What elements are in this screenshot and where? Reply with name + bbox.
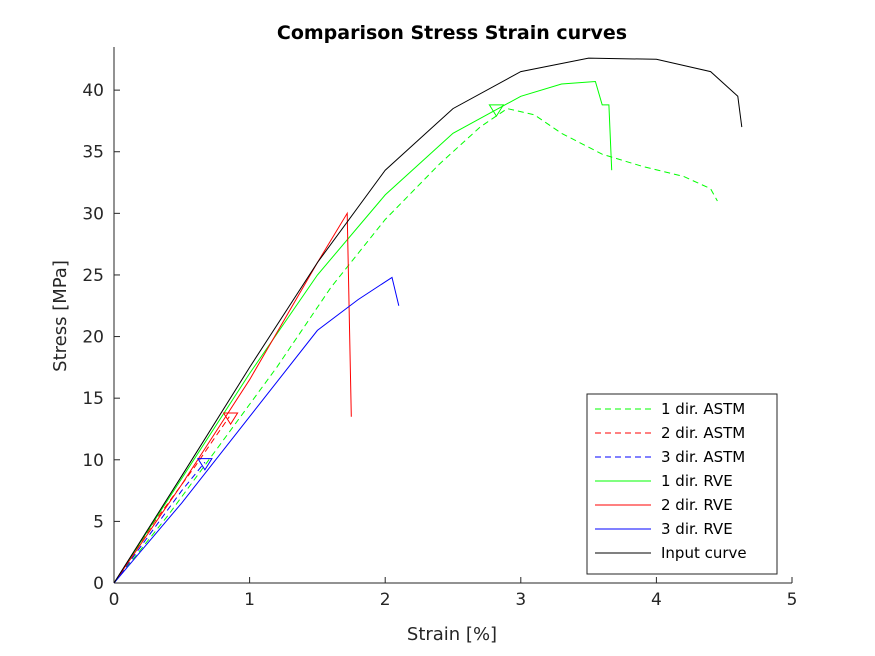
x-tick-label: 1: [244, 590, 255, 610]
legend-label-2: 2 dir. ASTM: [661, 424, 745, 442]
y-tick-label: 20: [82, 328, 104, 348]
legend-label-3: 3 dir. ASTM: [661, 448, 745, 466]
y-tick-label: 15: [82, 389, 104, 409]
series-line-4: [113, 80, 613, 584]
legend-label-6: 3 dir. RVE: [661, 520, 733, 538]
series-line-6: [113, 276, 400, 584]
series-line-5: [113, 211, 352, 584]
series-line-1: [113, 108, 718, 584]
series-line-2: [113, 416, 230, 584]
y-tick-label: 40: [82, 81, 104, 101]
y-tick-label: 10: [82, 451, 104, 471]
x-tick-label: 2: [380, 590, 391, 610]
axes: 0 1 2 3 4 5 0 5 10 15 20 25 30 35 40: [82, 47, 797, 610]
triangle-marker-1: [488, 104, 505, 118]
series-line-7: [113, 57, 743, 584]
y-tick-label: 25: [82, 266, 104, 286]
legend: 1 dir. ASTM 2 dir. ASTM 3 dir. ASTM 1 dir. …: [586, 393, 778, 575]
marker-group: [196, 104, 505, 471]
x-axis-label: Strain [%]: [407, 624, 497, 645]
y-tick-label: 0: [93, 574, 104, 594]
x-tick-label: 4: [651, 590, 662, 610]
triangle-marker-3: [196, 458, 213, 471]
series-line-3: [113, 461, 206, 584]
triangle-marker-2: [222, 412, 239, 426]
x-tick-label: 0: [109, 590, 120, 610]
y-tick-label: 5: [93, 512, 104, 532]
chart-title: Comparison Stress Strain curves: [277, 22, 627, 44]
plot-area: [113, 57, 743, 584]
legend-box: [586, 393, 778, 575]
legend-label-1: 1 dir. ASTM: [661, 400, 745, 418]
x-tick-label: 3: [515, 590, 526, 610]
legend-label-7: Input curve: [661, 544, 747, 562]
y-axis-label: Stress [MPa]: [50, 260, 71, 372]
legend-label-4: 1 dir. RVE: [661, 472, 733, 490]
y-tick-label: 30: [82, 204, 104, 224]
x-tick-label: 5: [787, 590, 798, 610]
legend-label-5: 2 dir. RVE: [661, 496, 733, 514]
y-tick-label: 35: [82, 143, 104, 163]
